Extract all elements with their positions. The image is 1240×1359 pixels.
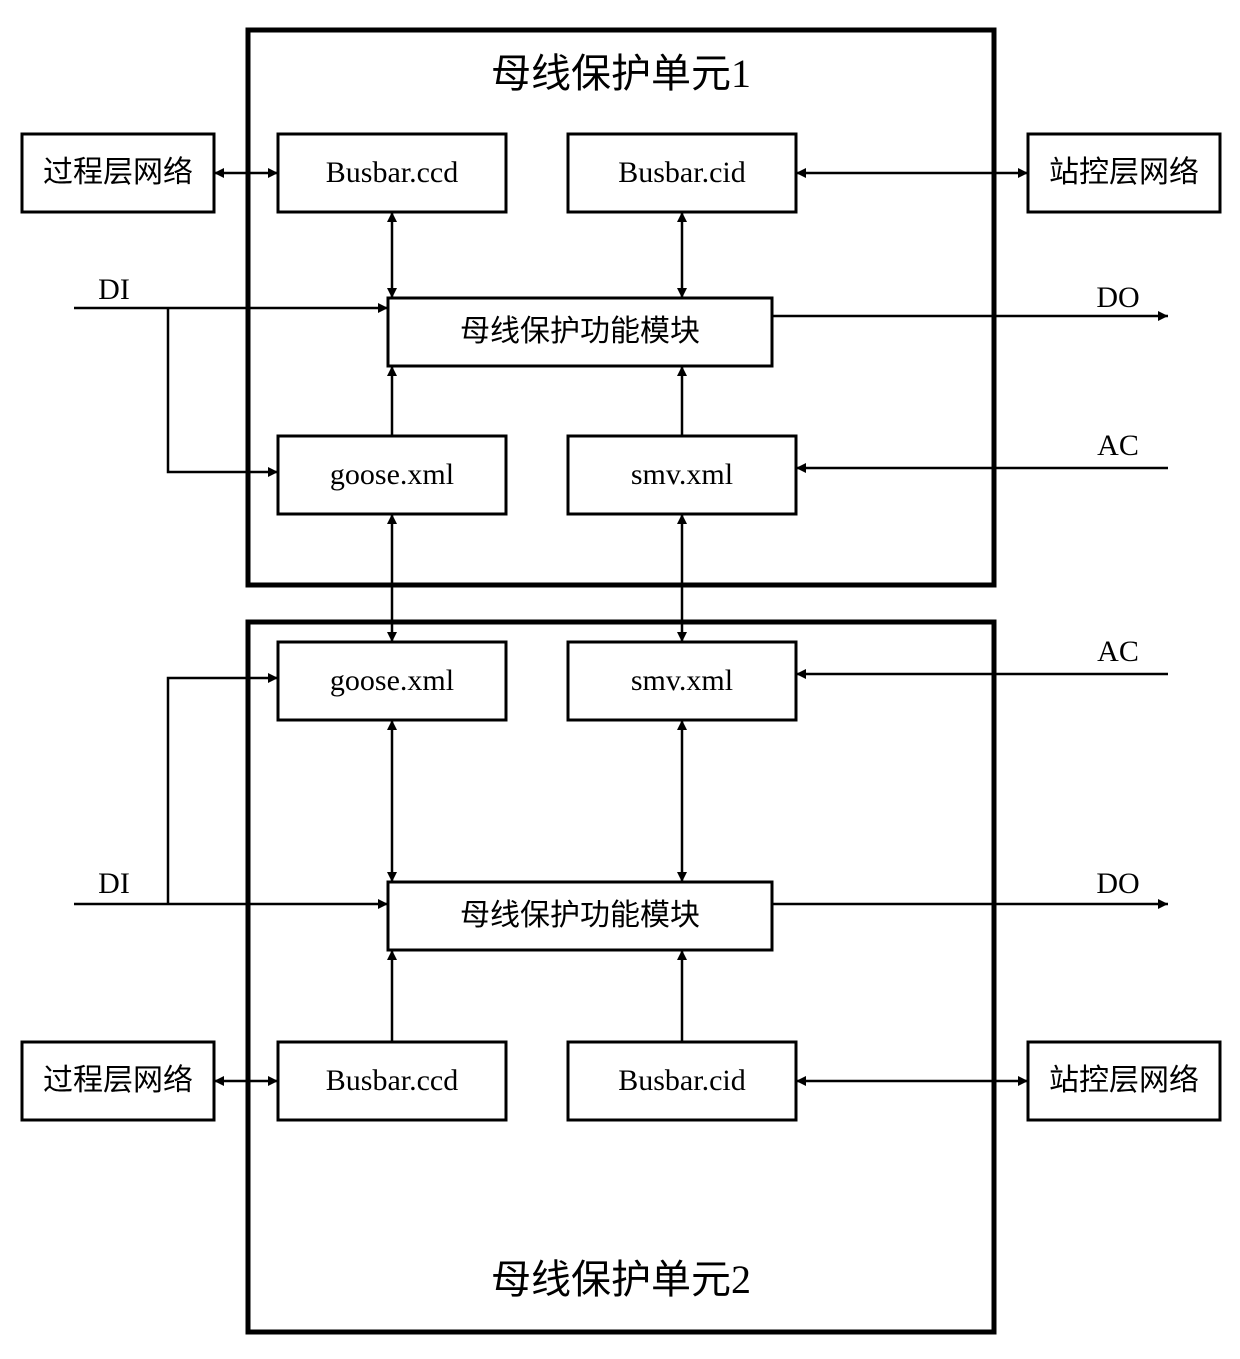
unit2-do-label: DO xyxy=(1096,867,1139,900)
unit2-station-net-label: 站控层网络 xyxy=(1049,1064,1199,1097)
unit2-title: 母线保护单元2 xyxy=(491,1257,751,1302)
unit1-do-label: DO xyxy=(1096,281,1139,314)
unit1-ac-label: AC xyxy=(1097,429,1139,462)
unit1-process-net-label: 过程层网络 xyxy=(43,156,193,189)
unit1-di-label: DI xyxy=(98,273,130,306)
unit2-func-label: 母线保护功能模块 xyxy=(460,899,700,932)
unit1-goose-label: goose.xml xyxy=(330,458,454,491)
unit2-goose-label: goose.xml xyxy=(330,664,454,697)
unit2-ac-label: AC xyxy=(1097,635,1139,668)
unit2-di-label: DI xyxy=(98,867,130,900)
unit2-smv-label: smv.xml xyxy=(631,664,733,697)
unit1-station-net-label: 站控层网络 xyxy=(1049,156,1199,189)
unit1-func-label: 母线保护功能模块 xyxy=(460,315,700,348)
unit2-outer xyxy=(248,622,994,1332)
unit1-cid-label: Busbar.cid xyxy=(618,156,746,189)
unit2-cid-label: Busbar.cid xyxy=(618,1064,746,1097)
unit1-ccd-label: Busbar.ccd xyxy=(326,156,458,189)
unit2-process-net-label: 过程层网络 xyxy=(43,1064,193,1097)
unit2-ccd-label: Busbar.ccd xyxy=(326,1064,458,1097)
unit1-title: 母线保护单元1 xyxy=(491,51,751,96)
unit1-smv-label: smv.xml xyxy=(631,458,733,491)
